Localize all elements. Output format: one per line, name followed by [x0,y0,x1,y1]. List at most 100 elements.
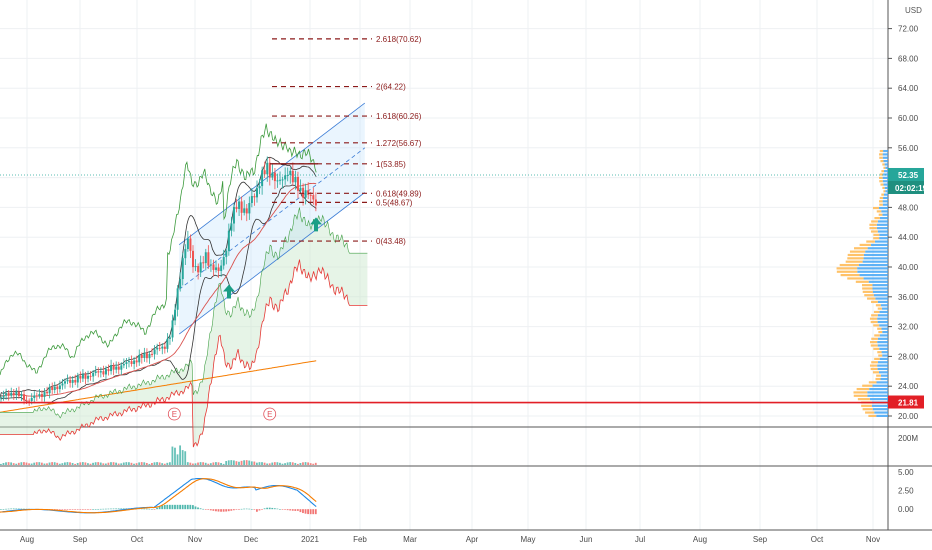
volume-bar [184,451,187,465]
volume-bar [28,463,30,465]
macd-histogram-bar [112,508,115,510]
vp-bar-down [868,414,877,417]
vp-bar-up [882,203,888,206]
volume-bar [153,462,156,465]
volume-bar [122,462,125,465]
volume-bar [12,463,15,465]
macd-histogram-bar [189,504,192,510]
vp-bar-up [877,220,888,223]
volume-bar [140,462,143,465]
vp-bar-down [877,351,882,354]
vp-bar-up [875,297,888,300]
vp-bar-up [882,156,888,159]
volume-bar [71,462,74,465]
volume-bar [168,462,171,465]
fib-label: 1(53.85) [376,160,406,169]
macd-histogram-bar [235,509,238,510]
macd-histogram-bar [294,509,297,511]
vp-bar-down [872,371,879,374]
candle-body [28,400,31,402]
volume-bar [209,463,212,465]
volume-bar [2,462,5,465]
volume-bar [40,462,43,465]
price-tick-label: 72.00 [898,25,919,34]
vp-bar-up [872,408,888,411]
vp-bar-down [879,200,883,203]
volume-bar [179,445,181,465]
candle-body [268,162,271,178]
candle-body [166,338,169,349]
vp-bar-down [869,227,877,230]
macd-histogram-bar [253,509,256,510]
macd-histogram-bar [243,508,245,510]
vp-bar-up [877,361,888,364]
macd-histogram-bar [153,509,156,510]
vp-bar-up [876,227,888,230]
candle-body [143,353,146,358]
volume-bar [104,463,107,465]
macd-histogram-bar [171,504,174,510]
time-tick-label: 2021 [301,535,319,544]
macd-histogram-bar [248,508,251,510]
candle-body [253,196,256,198]
candle-body [232,206,235,224]
vp-bar-down [873,233,880,236]
vp-bar-up [879,357,888,361]
volume-bar [294,462,297,465]
vp-bar-up [877,344,888,347]
volume-bar [17,462,20,465]
candle-body [312,195,315,200]
volume-bar [312,463,315,465]
candle-body [135,360,138,363]
vp-bar-down [849,250,866,253]
macd-histogram-bar [148,508,151,510]
macd-histogram-bar [79,509,82,510]
price-tick-label: 36.00 [898,293,919,302]
vp-bar-up [863,277,888,280]
candle-body [0,397,2,399]
candle-body [84,374,87,379]
volume-bar [133,463,135,465]
ichimoku-span-b [0,259,368,448]
candle-body [192,250,194,268]
vp-bar-up [882,200,888,203]
vp-bar-up [865,250,888,253]
vp-bar-down [879,176,883,179]
macd-histogram-bar [0,509,2,510]
macd-histogram-bar [268,507,271,510]
macd-histogram-bar [94,509,97,510]
volume-bar [84,462,87,465]
ichimoku-span-a [0,207,368,419]
vp-bar-up [876,414,888,417]
candle-body [276,180,279,182]
macd-histogram-bar [271,507,274,510]
macd-histogram-bar [261,509,263,510]
volume-bar [307,462,309,465]
volume-bar [289,462,292,465]
candle-body [112,365,115,370]
candle-body [25,400,28,402]
candle-body [296,176,299,191]
candle-body [222,256,225,266]
candle-body [130,361,133,365]
price-tick-label: 28.00 [898,352,919,361]
vp-bar-down [879,156,883,159]
candle-body [168,337,171,339]
vp-bar-down [876,210,882,213]
candle-body [107,369,110,372]
candle-body [56,386,59,390]
price-tick-label: 64.00 [898,84,919,93]
volume-bar [23,462,25,465]
candle-body [256,188,258,198]
vp-bar-down [869,317,878,320]
volume-bar [299,463,302,465]
cloud-fill [0,207,368,448]
vp-bar-down [853,391,868,394]
vp-bar-up [877,314,888,317]
volume-bar [151,462,153,465]
volume-bar [120,463,123,465]
volume-bar [207,463,210,465]
candle-body [194,266,197,268]
volume-bar [268,463,271,465]
